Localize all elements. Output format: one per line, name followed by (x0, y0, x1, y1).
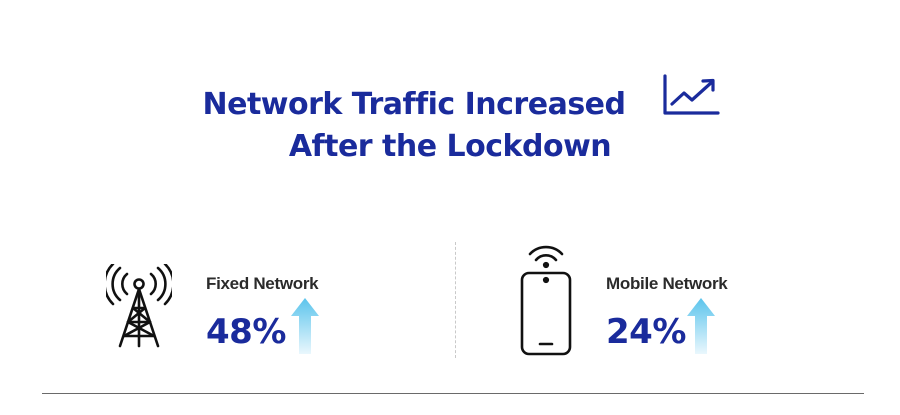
cell-tower-icon (106, 264, 172, 348)
title-line-1: Network Traffic Increased (202, 87, 627, 122)
section-divider (455, 242, 456, 358)
smartphone-wifi-icon (520, 245, 572, 356)
title-line-2: After the Lockdown (288, 129, 612, 164)
stat-value: 48% (206, 312, 286, 352)
stat-label: Mobile Network (606, 274, 728, 293)
arrow-up-icon (291, 298, 319, 354)
stat-value: 24% (606, 312, 686, 352)
bottom-rule (42, 393, 864, 394)
arrow-up-icon (687, 298, 715, 354)
stat-label: Fixed Network (206, 274, 319, 293)
trend-up-chart-icon (663, 74, 720, 115)
page-title: Network Traffic Increased After the Lock… (0, 84, 900, 168)
